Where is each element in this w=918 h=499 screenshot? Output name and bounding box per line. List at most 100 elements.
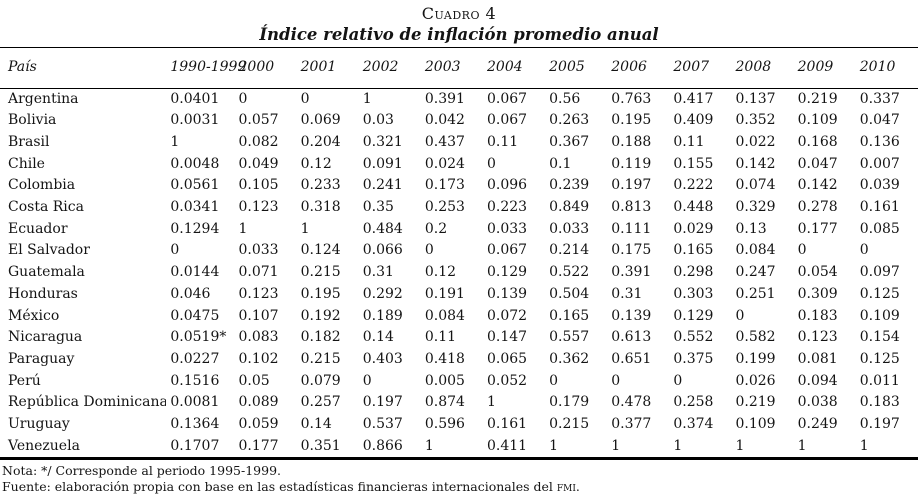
value-cell: 0.102 bbox=[238, 350, 279, 367]
value-cell: 0.219 bbox=[797, 90, 838, 107]
table-row: Brasil 1 0.082 0.204 0.321 0.437 0.11 0.367 0.18… bbox=[0, 132, 918, 154]
column-header-2003: 2003 bbox=[424, 58, 461, 75]
value-cell: 0.14 bbox=[362, 329, 394, 346]
value-cell: 0.0144 bbox=[170, 264, 220, 281]
value-cell: 0.107 bbox=[238, 307, 279, 324]
value-cell: 0.161 bbox=[859, 199, 900, 216]
table-row: Guatemala 0.0144 0.071 0.215 0.31 0.12 0.129 0.… bbox=[0, 262, 918, 284]
value-cell: 0.125 bbox=[859, 350, 900, 367]
value-cell: 0 bbox=[859, 242, 869, 259]
value-cell: 0.161 bbox=[487, 416, 528, 433]
value-cell: 1 bbox=[238, 220, 248, 237]
value-cell: 0.411 bbox=[487, 437, 528, 454]
value-cell: 0.417 bbox=[673, 90, 714, 107]
value-cell: 0.552 bbox=[673, 329, 714, 346]
table-row: Colombia 0.0561 0.105 0.233 0.241 0.173 0.096 0… bbox=[0, 175, 918, 197]
value-cell: 0.097 bbox=[859, 264, 900, 281]
value-cell: 0.049 bbox=[238, 155, 279, 172]
value-cell: 0.137 bbox=[735, 90, 776, 107]
value-cell: 0.223 bbox=[487, 199, 528, 216]
value-cell: 0.129 bbox=[673, 307, 714, 324]
value-cell: 0.537 bbox=[362, 416, 403, 433]
value-cell: 0.391 bbox=[611, 264, 652, 281]
value-cell: 0.204 bbox=[300, 133, 341, 150]
value-cell: 0.139 bbox=[611, 307, 652, 324]
value-cell: 0.011 bbox=[859, 372, 900, 389]
value-cell: 0.403 bbox=[362, 350, 403, 367]
table-row: Venezuela 0.1707 0.177 0.351 0.866 1 0.411 1 1 1 1… bbox=[0, 436, 918, 459]
value-cell: 0.123 bbox=[238, 285, 279, 302]
value-cell: 0.199 bbox=[735, 350, 776, 367]
value-cell: 0.142 bbox=[735, 155, 776, 172]
value-cell: 0.142 bbox=[797, 177, 838, 194]
header-row: País 1990-1999 2000 2001 2002 2003 2004 … bbox=[0, 48, 918, 88]
value-cell: 0.069 bbox=[300, 112, 341, 129]
table-caption: Cuadro 4 Índice relativo de inflación pr… bbox=[0, 0, 918, 48]
value-cell: 0.046 bbox=[170, 285, 211, 302]
value-cell: 0.081 bbox=[797, 350, 838, 367]
value-cell: 0.074 bbox=[735, 177, 776, 194]
value-cell: 0.1294 bbox=[170, 220, 220, 237]
value-cell: 0.084 bbox=[424, 307, 465, 324]
value-cell: 0.042 bbox=[424, 112, 465, 129]
value-cell: 0.367 bbox=[549, 133, 590, 150]
value-cell: 0.303 bbox=[673, 285, 714, 302]
value-cell: 0.119 bbox=[611, 155, 652, 172]
value-cell: 0.391 bbox=[424, 90, 465, 107]
value-cell: 0.375 bbox=[673, 350, 714, 367]
value-cell: 0.094 bbox=[797, 372, 838, 389]
country-cell: El Salvador bbox=[8, 242, 90, 259]
value-cell: 0.337 bbox=[859, 90, 900, 107]
value-cell: 0.56 bbox=[549, 90, 581, 107]
value-cell: 0.175 bbox=[611, 242, 652, 259]
value-cell: 0.351 bbox=[300, 437, 341, 454]
value-cell: 0.154 bbox=[859, 329, 900, 346]
value-cell: 0.054 bbox=[797, 264, 838, 281]
value-cell: 0.038 bbox=[797, 394, 838, 411]
table-body: Argentina 0.0401 0 0 1 0.391 0.067 0.56 0.763 0.4… bbox=[0, 88, 918, 459]
value-cell: 0.05 bbox=[238, 372, 270, 389]
value-cell: 1 bbox=[424, 437, 434, 454]
country-cell: Argentina bbox=[8, 90, 79, 107]
value-cell: 0.052 bbox=[487, 372, 528, 389]
value-cell: 1 bbox=[611, 437, 621, 454]
table-row: El Salvador 0 0.033 0.124 0.066 0 0.067 0.214 0.… bbox=[0, 240, 918, 262]
column-header-2007: 2007 bbox=[673, 58, 710, 75]
country-cell: República Dominicana bbox=[8, 394, 167, 411]
value-cell: 1 bbox=[170, 133, 180, 150]
value-cell: 0.504 bbox=[549, 285, 590, 302]
value-cell: 0.249 bbox=[797, 416, 838, 433]
value-cell: 0.091 bbox=[362, 155, 403, 172]
value-cell: 0.251 bbox=[735, 285, 776, 302]
value-cell: 1 bbox=[300, 220, 310, 237]
value-cell: 0.067 bbox=[487, 112, 528, 129]
table-notes: Nota: */ Corresponde al periodo 1995-199… bbox=[0, 460, 918, 494]
table-row: Uruguay 0.1364 0.059 0.14 0.537 0.596 0.161 0.2… bbox=[0, 414, 918, 436]
column-header-pais: País bbox=[8, 58, 37, 75]
value-cell: 0.478 bbox=[611, 394, 652, 411]
value-cell: 0.066 bbox=[362, 242, 403, 259]
value-cell: 0.263 bbox=[549, 112, 590, 129]
value-cell: 0.183 bbox=[859, 394, 900, 411]
value-cell: 0.215 bbox=[300, 350, 341, 367]
value-cell: 0.215 bbox=[549, 416, 590, 433]
value-cell: 0.247 bbox=[735, 264, 776, 281]
value-cell: 0 bbox=[300, 90, 310, 107]
value-cell: 0.0401 bbox=[170, 90, 220, 107]
value-cell: 0.197 bbox=[362, 394, 403, 411]
column-header-2008: 2008 bbox=[735, 58, 772, 75]
value-cell: 0.109 bbox=[797, 112, 838, 129]
value-cell: 0.13 bbox=[735, 220, 767, 237]
country-cell: Honduras bbox=[8, 285, 78, 302]
column-header-2000: 2000 bbox=[238, 58, 275, 75]
value-cell: 0.298 bbox=[673, 264, 714, 281]
value-cell: 0.1707 bbox=[170, 437, 220, 454]
value-cell: 0.362 bbox=[549, 350, 590, 367]
country-cell: Uruguay bbox=[8, 416, 70, 433]
value-cell: 0.136 bbox=[859, 133, 900, 150]
value-cell: 0.522 bbox=[549, 264, 590, 281]
value-cell: 0 bbox=[362, 372, 372, 389]
value-cell: 0 bbox=[797, 242, 807, 259]
value-cell: 1 bbox=[797, 437, 807, 454]
value-cell: 0.024 bbox=[424, 155, 465, 172]
